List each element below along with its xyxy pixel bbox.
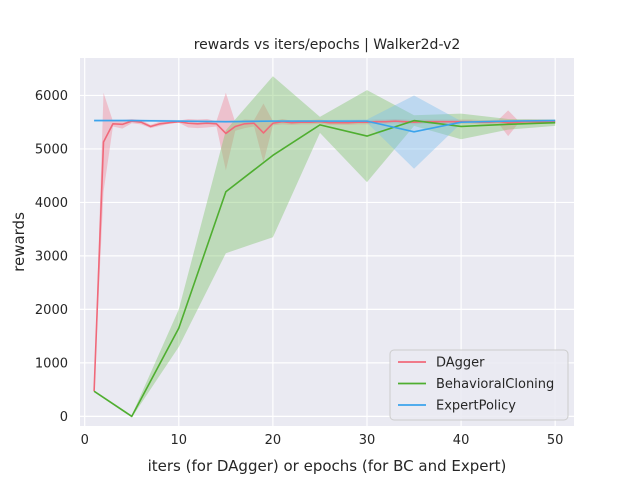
y-tick-label: 6000 <box>35 89 68 104</box>
x-axis-label: iters (for DAgger) or epochs (for BC and… <box>148 457 507 475</box>
x-tick-labels: 0 10 20 30 40 50 <box>81 433 564 448</box>
y-tick-label: 3000 <box>35 249 68 264</box>
y-tick-label: 5000 <box>35 142 68 157</box>
y-tick-label: 0 <box>60 410 68 425</box>
y-axis-label: rewards <box>10 212 28 272</box>
y-tick-label: 2000 <box>35 303 68 318</box>
x-tick-label: 30 <box>359 433 376 448</box>
legend-box <box>389 349 569 421</box>
behavioralcloning-line <box>93 119 556 418</box>
legend-label: BehavioralCloning <box>436 377 554 392</box>
chart-title: rewards vs iters/epochs | Walker2d-v2 <box>194 37 461 53</box>
legend-label: ExpertPolicy <box>436 399 516 414</box>
y-tick-labels: 0 1000 2000 3000 4000 5000 6000 <box>35 89 68 425</box>
grid <box>80 58 574 426</box>
expertpolicy-line <box>94 119 556 133</box>
legend: DAgger BehavioralCloning ExpertPolicy <box>389 349 569 421</box>
x-tick-label: 20 <box>265 433 282 448</box>
expertpolicy-band <box>94 95 556 169</box>
x-tick-label: 40 <box>453 433 470 448</box>
x-tick-label: 50 <box>547 433 564 448</box>
y-tick-label: 4000 <box>35 196 68 211</box>
x-tick-label: 10 <box>171 433 188 448</box>
y-tick-label: 1000 <box>35 356 68 371</box>
x-tick-label: 0 <box>81 433 89 448</box>
series-lines <box>93 119 556 418</box>
legend-label: DAgger <box>436 356 485 371</box>
